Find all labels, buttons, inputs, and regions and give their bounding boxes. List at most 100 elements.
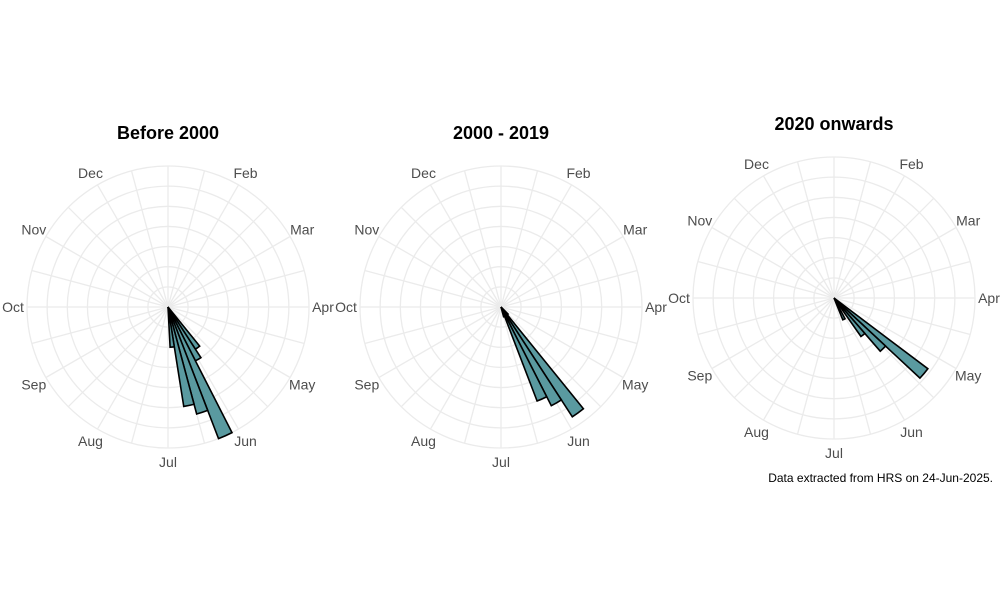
grid-spoke [400,206,502,308]
grid-spoke [378,306,502,379]
grid-spoke [130,306,169,444]
grid-spoke [500,235,624,308]
grid-spoke [96,306,169,430]
grid-spoke [833,260,971,299]
grid-spoke [31,306,169,345]
grid-spoke [833,297,957,370]
month-label-mar: Mar [290,222,314,238]
grid-spoke [833,161,872,299]
grid-spoke [711,226,835,299]
grid-spoke [167,306,305,345]
bar-4 [167,306,196,408]
month-label-dec: Dec [411,165,436,181]
grid-spoke [833,297,872,435]
bar-2 [833,297,866,338]
grid-spoke [500,306,624,379]
grid-spoke [500,184,573,308]
month-label-may: May [955,368,981,384]
grid-spoke [378,235,502,308]
month-label-nov: Nov [21,222,46,238]
month-label-mar: Mar [956,213,980,229]
panel-title: Before 2000 [117,123,219,143]
month-label-apr: Apr [312,299,334,315]
grid-spoke [833,297,971,336]
bar-4 [500,306,506,318]
month-label-feb: Feb [566,165,590,181]
month-labels: Feb Mar Apr May Jun Jul Aug Sep Oct Nov Dec [668,156,1000,461]
grid-spoke [96,184,169,308]
grid-spoke [796,297,835,435]
month-label-apr: Apr [978,290,1000,306]
grid-spoke [400,306,502,408]
month-label-aug: Aug [78,433,103,449]
grid-spoke [500,206,602,308]
grid-spoke [833,226,957,299]
month-labels: Feb Mar Apr May Jun Jul Aug Sep Oct Nov Dec [335,165,667,470]
month-label-sep: Sep [687,368,712,384]
grid-spoke [31,269,169,308]
grid-spoke [833,175,906,299]
grid-spoke [463,170,502,308]
polar-grid [359,165,643,449]
month-label-dec: Dec [78,165,103,181]
data-source-caption: Data extracted from HRS on 24-Jun-2025. [768,471,993,485]
month-label-jun: Jun [900,424,923,440]
bar-group [833,297,929,380]
month-label-sep: Sep [354,377,379,393]
month-label-aug: Aug [411,433,436,449]
month-label-jun: Jun [234,433,257,449]
month-label-may: May [289,377,315,393]
grid-spoke [762,297,835,421]
grid-spoke [67,306,169,408]
month-label-feb: Feb [233,165,257,181]
bar-3 [167,306,209,415]
month-label-aug: Aug [744,424,769,440]
month-label-jun: Jun [567,433,590,449]
month-label-mar: Mar [623,222,647,238]
polar-panel-1: Before 2000 Feb Mar Apr May Jun Jul Aug Sep Oct N… [2,123,334,470]
bar-2 [167,306,234,440]
month-label-jul: Jul [825,445,843,461]
grid-spoke [429,184,502,308]
grid-spoke [500,170,539,308]
grid-spoke [762,175,835,299]
grid-spoke [733,197,835,299]
grid-spoke [500,306,539,444]
month-label-jul: Jul [492,454,510,470]
grid-spoke [167,206,269,308]
panel-title: 2020 onwards [774,114,893,134]
grid-spoke [167,235,291,308]
grid-spoke [500,269,638,308]
grid-spoke [167,184,240,308]
grid-spoke [429,306,502,430]
grid-spoke [796,161,835,299]
polar-panel-3: 2020 onwards Feb Mar Apr May Jun Jul Aug Sep Oct… [668,114,1000,461]
grid-spoke [130,170,169,308]
grid-spoke [67,206,169,308]
grid-spoke [45,235,169,308]
grid-spoke [697,297,835,336]
month-label-oct: Oct [2,299,24,315]
month-label-dec: Dec [744,156,769,172]
bar-0 [833,297,929,380]
bar-2 [500,306,563,407]
month-label-feb: Feb [899,156,923,172]
grid-spoke [733,297,835,399]
grid-spoke [500,306,602,408]
month-labels: Feb Mar Apr May Jun Jul Aug Sep Oct Nov Dec [2,165,334,470]
month-label-sep: Sep [21,377,46,393]
grid-spoke [167,170,206,308]
month-label-nov: Nov [687,213,712,229]
month-label-oct: Oct [668,290,690,306]
grid-spoke [167,306,291,379]
grid-spoke [167,269,305,308]
grid-spoke [711,297,835,370]
grid-spoke [833,197,935,299]
month-label-apr: Apr [645,299,667,315]
month-label-jul: Jul [159,454,177,470]
month-label-may: May [622,377,648,393]
bar-group [500,306,585,418]
bar-1 [500,306,585,418]
grid-spoke [45,306,169,379]
